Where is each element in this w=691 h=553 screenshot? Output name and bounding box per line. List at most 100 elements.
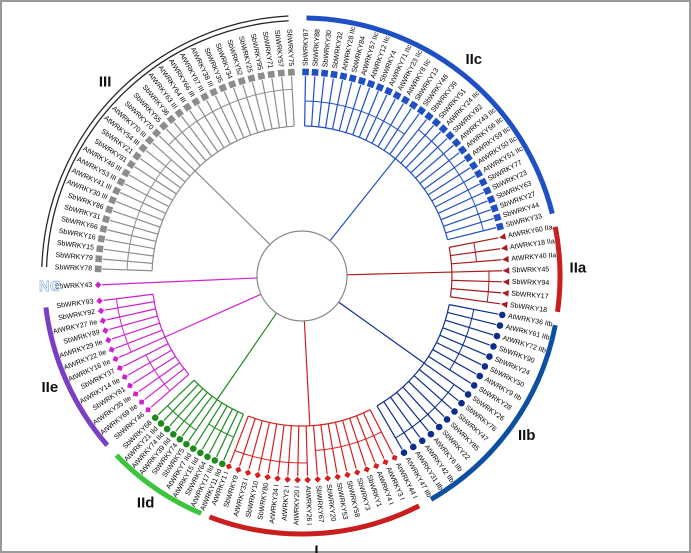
leaf-marker bbox=[314, 476, 321, 483]
branch bbox=[431, 175, 476, 202]
leaf-marker bbox=[493, 213, 502, 222]
branch bbox=[150, 373, 190, 408]
leaf-marker bbox=[211, 457, 219, 464]
branch bbox=[239, 418, 256, 467]
branch bbox=[214, 95, 238, 142]
clade-branch-arc bbox=[193, 379, 244, 415]
leaf-marker bbox=[108, 346, 115, 353]
leaf-label: SbWRKY67 bbox=[314, 485, 324, 523]
branch bbox=[197, 104, 225, 149]
branch bbox=[290, 76, 295, 127]
sub-branch-arc bbox=[486, 271, 490, 303]
leaf-marker bbox=[366, 79, 376, 89]
branch bbox=[418, 369, 459, 402]
leaf-marker bbox=[443, 416, 451, 423]
branch bbox=[181, 115, 213, 157]
branch bbox=[102, 280, 183, 286]
leaf-marker bbox=[204, 453, 211, 461]
leaf-marker bbox=[182, 102, 193, 112]
leaf-marker bbox=[96, 245, 104, 253]
leaf-marker bbox=[435, 423, 443, 431]
leaf-marker bbox=[274, 475, 281, 482]
branch bbox=[173, 122, 207, 162]
branch bbox=[423, 362, 466, 393]
leaf-marker bbox=[189, 445, 197, 452]
leaf-marker bbox=[409, 443, 417, 451]
leaf-marker bbox=[384, 86, 393, 96]
leaf-marker bbox=[197, 449, 204, 457]
leaf-marker bbox=[257, 72, 266, 80]
leaf-label: SbWRKY57 bbox=[273, 30, 284, 68]
leaf-marker bbox=[334, 473, 341, 481]
branch bbox=[109, 315, 158, 331]
leaf-marker bbox=[330, 70, 338, 79]
leaf-marker bbox=[127, 382, 133, 389]
leaf-label: SbWRKY45 bbox=[512, 266, 550, 274]
branch bbox=[389, 396, 421, 438]
leaf-label: AtWRKY2 I bbox=[281, 485, 290, 521]
leaf-marker bbox=[427, 430, 435, 438]
leaf-marker bbox=[486, 353, 493, 360]
leaf-marker bbox=[324, 475, 331, 482]
branch bbox=[396, 391, 429, 432]
sub-branch-arc bbox=[126, 159, 172, 270]
leaf-marker bbox=[183, 440, 190, 448]
leaf-label: AtWRKY20 I bbox=[293, 486, 301, 525]
leaf-label: SbWRKY75 bbox=[285, 29, 294, 67]
leaf-marker bbox=[499, 233, 507, 240]
branch bbox=[206, 99, 231, 145]
branch bbox=[248, 420, 263, 470]
clade-label: IIa bbox=[570, 260, 587, 277]
leaf-marker bbox=[469, 161, 479, 171]
branch bbox=[166, 128, 201, 167]
leaf-marker bbox=[348, 74, 357, 83]
leaf-marker bbox=[344, 471, 351, 479]
leaf-marker bbox=[237, 76, 246, 86]
branch bbox=[449, 304, 499, 315]
branch bbox=[389, 113, 420, 155]
clade-ring bbox=[43, 307, 110, 447]
branch bbox=[271, 78, 280, 128]
branch bbox=[451, 288, 502, 294]
leaf-marker bbox=[235, 466, 242, 473]
clade-ring bbox=[552, 226, 563, 313]
branch bbox=[188, 399, 218, 442]
leaf-label: AtWRKY40 IIa bbox=[511, 252, 557, 263]
leaf-marker bbox=[112, 355, 119, 362]
leaf-label: SbWRKY88 bbox=[312, 29, 321, 67]
leaf-marker bbox=[478, 177, 488, 187]
sub-branch-arc bbox=[449, 309, 475, 371]
leaf-marker bbox=[451, 138, 462, 148]
branch bbox=[369, 409, 394, 455]
leaf-marker bbox=[176, 436, 184, 443]
leaf-marker bbox=[502, 267, 510, 274]
branch bbox=[447, 227, 497, 241]
leaf-marker bbox=[464, 391, 472, 398]
sub-branch-arc bbox=[145, 354, 171, 392]
leaf-label: SbWRKY15 bbox=[56, 240, 94, 252]
leaf-marker bbox=[116, 177, 126, 187]
branch bbox=[402, 386, 437, 425]
leaf-marker bbox=[416, 105, 427, 116]
leaf-marker bbox=[495, 222, 504, 231]
leaf-marker bbox=[166, 114, 176, 124]
branch bbox=[434, 183, 480, 208]
leaf-marker bbox=[284, 476, 291, 483]
leaf-marker bbox=[108, 195, 117, 205]
branch bbox=[104, 301, 155, 311]
leaf-marker bbox=[97, 307, 105, 315]
leaf-marker bbox=[104, 205, 114, 214]
leaf-label: SbWRKY94 bbox=[512, 279, 550, 287]
leaf-marker bbox=[132, 151, 142, 161]
leaf-label: AtWRKY34 I bbox=[269, 484, 281, 524]
clade-label: IIb bbox=[518, 427, 536, 444]
branch bbox=[281, 76, 288, 127]
leaf-marker bbox=[170, 431, 177, 438]
branch bbox=[111, 322, 160, 340]
branch bbox=[400, 125, 435, 164]
branch bbox=[287, 425, 292, 476]
branch bbox=[152, 142, 191, 177]
leaf-marker bbox=[209, 87, 219, 97]
clade-label: IIe bbox=[42, 379, 59, 396]
